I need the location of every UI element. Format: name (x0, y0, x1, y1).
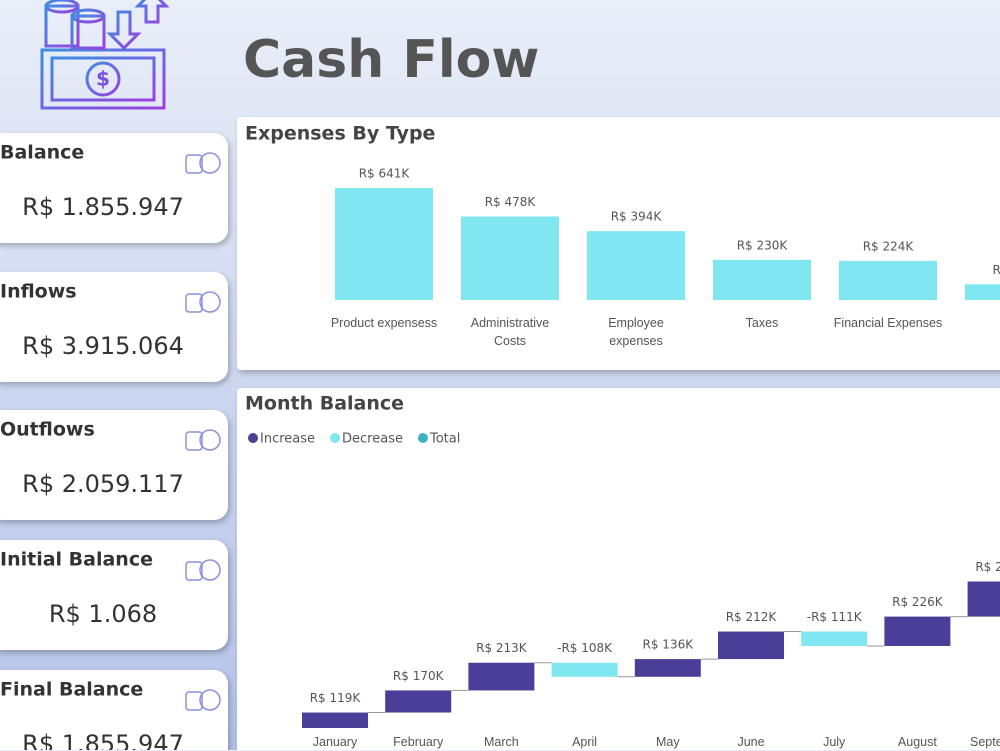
data-label: R$ 212K (726, 610, 778, 624)
kpi-card (0, 540, 228, 650)
icon-shape (185, 431, 203, 451)
data-label: R$ 230K (737, 238, 789, 252)
data-label: R$ 170K (393, 669, 445, 683)
x-tick-label: September (970, 735, 1000, 749)
x-tick-label: March (484, 735, 519, 749)
kpi-icon (185, 152, 221, 174)
bar (587, 231, 685, 300)
kpi-icon (185, 429, 221, 451)
icon-shape (185, 561, 203, 581)
data-label: R$ 136K (643, 638, 695, 652)
bar (718, 631, 784, 660)
bar (468, 662, 535, 691)
x-tick-label: With P (949, 314, 1000, 350)
data-label: R$ 270K (975, 560, 1000, 574)
x-tick-label: August (897, 735, 937, 749)
icon-shape (199, 559, 221, 581)
legend-label: Total (429, 432, 460, 447)
x-tick-label: February (393, 735, 444, 749)
bar (385, 690, 452, 713)
x-tick-label: July (823, 735, 846, 749)
x-tick-label: April (572, 735, 598, 749)
legend-label: Decrease (342, 432, 403, 447)
page-title: Cash Flow (243, 30, 539, 90)
data-label: R$ 119K (310, 691, 362, 705)
bar (634, 659, 701, 677)
x-tick-label: Employee expenses (608, 316, 664, 348)
icon-shape (199, 291, 221, 313)
bar (967, 581, 1000, 617)
data-label: R$ 213K (476, 641, 528, 655)
bar (461, 216, 559, 300)
bar (302, 712, 368, 728)
kpi-icon (185, 559, 221, 581)
kpi-value: R$ 1.855.947 (22, 193, 184, 221)
x-tick-label: Product expensess (330, 316, 438, 330)
data-label: -R$ 108K (557, 641, 613, 655)
kpi-value: R$ 1.068 (49, 600, 157, 628)
data-label: R$ 641K (359, 167, 411, 181)
kpi-value: R$ 1.855.947 (22, 730, 184, 750)
bar (801, 631, 868, 646)
icon-shape (185, 691, 203, 711)
panel (237, 388, 1000, 750)
bar (839, 260, 937, 300)
kpi-label: Final Balance (0, 679, 143, 701)
data-label: -R$ 111K (807, 610, 863, 624)
kpi-label: Inflows (0, 281, 77, 303)
x-tick-label: Financial Expenses (833, 316, 943, 330)
x-tick-label: May (655, 735, 680, 749)
x-tick-label: June (737, 735, 765, 749)
legend-marker (330, 433, 341, 443)
kpi-card (0, 133, 228, 243)
kpi-label: Outflows (0, 419, 95, 441)
legend-marker (417, 433, 428, 443)
data-label: R$ 478K (485, 195, 537, 209)
x-tick-label: January (312, 735, 358, 749)
logo-glyph: $ (96, 67, 110, 91)
data-label: R$ 224K (863, 239, 915, 253)
icon-shape (199, 152, 221, 174)
kpi-icon (185, 689, 221, 711)
chart-title: Month Balance (245, 393, 404, 415)
bar (884, 616, 951, 646)
kpi-value: R$ 2.059.117 (22, 470, 184, 498)
kpi-card (0, 410, 228, 520)
chart-title: Expenses By Type (245, 123, 435, 145)
bar (713, 259, 811, 300)
bar (551, 662, 618, 677)
bar (965, 284, 1000, 300)
icon-shape (199, 689, 221, 711)
icon-shape (185, 293, 203, 313)
kpi-label: Initial Balance (0, 549, 153, 571)
kpi-value: R$ 3.915.064 (22, 332, 184, 360)
data-label: R$ 394K (611, 210, 663, 224)
data-label: R$ 90K (993, 263, 1000, 277)
logo (40, 0, 170, 110)
kpi-label: Balance (0, 142, 84, 164)
data-label: R$ 226K (892, 595, 944, 609)
icon-shape (185, 154, 203, 174)
icon-shape (199, 429, 221, 451)
bar (335, 188, 433, 300)
kpi-icon (185, 291, 221, 313)
legend-marker (248, 433, 258, 443)
kpi-card (0, 670, 228, 750)
kpi-card (0, 272, 228, 382)
legend-label: Increase (260, 432, 315, 447)
x-tick-label: Taxes (745, 316, 779, 330)
x-tick-label: Administrative Costs (470, 316, 550, 348)
